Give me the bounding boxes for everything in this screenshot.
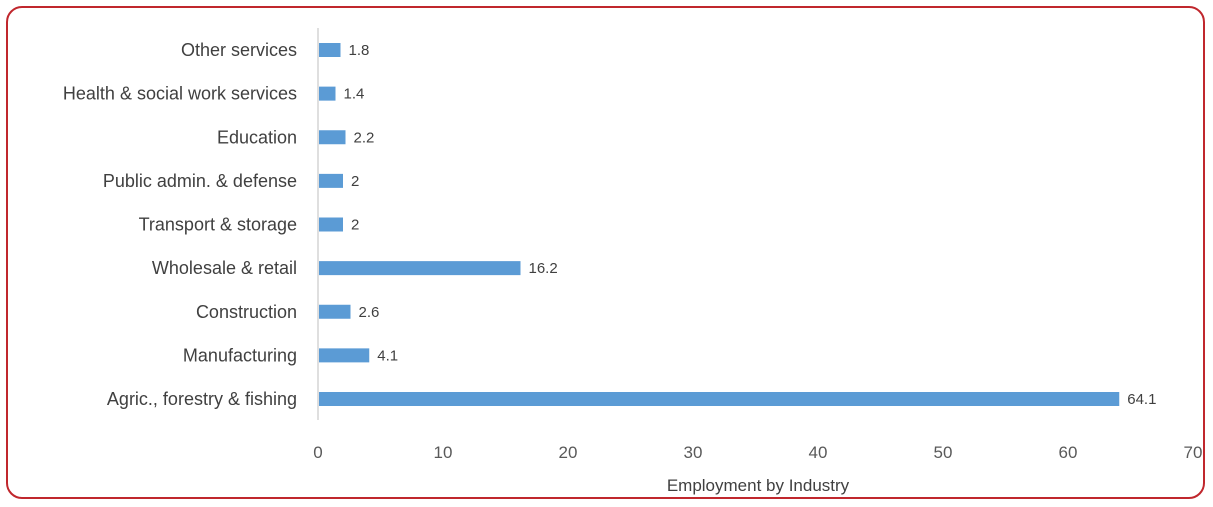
chart-frame bbox=[6, 6, 1205, 499]
category-label: Health & social work services bbox=[63, 84, 297, 104]
x-axis-title: Employment by Industry bbox=[667, 476, 850, 495]
x-tick-label: 20 bbox=[559, 443, 578, 462]
x-tick-label: 30 bbox=[684, 443, 703, 462]
bar bbox=[319, 43, 341, 57]
category-label: Other services bbox=[181, 40, 297, 60]
bar bbox=[319, 173, 343, 188]
data-label: 1.8 bbox=[349, 42, 370, 59]
bar bbox=[319, 217, 343, 232]
data-label: 1.4 bbox=[344, 86, 365, 103]
bar bbox=[319, 261, 521, 276]
category-label: Manufacturing bbox=[183, 345, 297, 365]
data-label: 2.2 bbox=[354, 129, 375, 146]
x-tick-label: 70 bbox=[1184, 443, 1203, 462]
bar bbox=[319, 130, 346, 145]
data-label: 2 bbox=[351, 173, 359, 190]
bar bbox=[319, 304, 351, 319]
data-label: 2.6 bbox=[359, 304, 380, 321]
category-label: Agric., forestry & fishing bbox=[107, 389, 297, 409]
x-tick-label: 10 bbox=[434, 443, 453, 462]
data-label: 16.2 bbox=[529, 260, 558, 277]
x-tick-label: 0 bbox=[313, 443, 322, 462]
data-label: 2 bbox=[351, 217, 359, 234]
data-label: 64.1 bbox=[1127, 391, 1156, 408]
bar bbox=[319, 392, 1120, 406]
category-label: Public admin. & defense bbox=[103, 171, 297, 191]
x-tick-label: 50 bbox=[934, 443, 953, 462]
category-label: Transport & storage bbox=[139, 215, 297, 235]
category-label: Education bbox=[217, 127, 297, 147]
x-tick-label: 40 bbox=[809, 443, 828, 462]
x-tick-label: 60 bbox=[1059, 443, 1078, 462]
category-label: Construction bbox=[196, 302, 297, 322]
bar bbox=[319, 86, 336, 101]
data-label: 4.1 bbox=[377, 347, 398, 364]
bar bbox=[319, 348, 370, 363]
category-label: Wholesale & retail bbox=[152, 258, 297, 278]
